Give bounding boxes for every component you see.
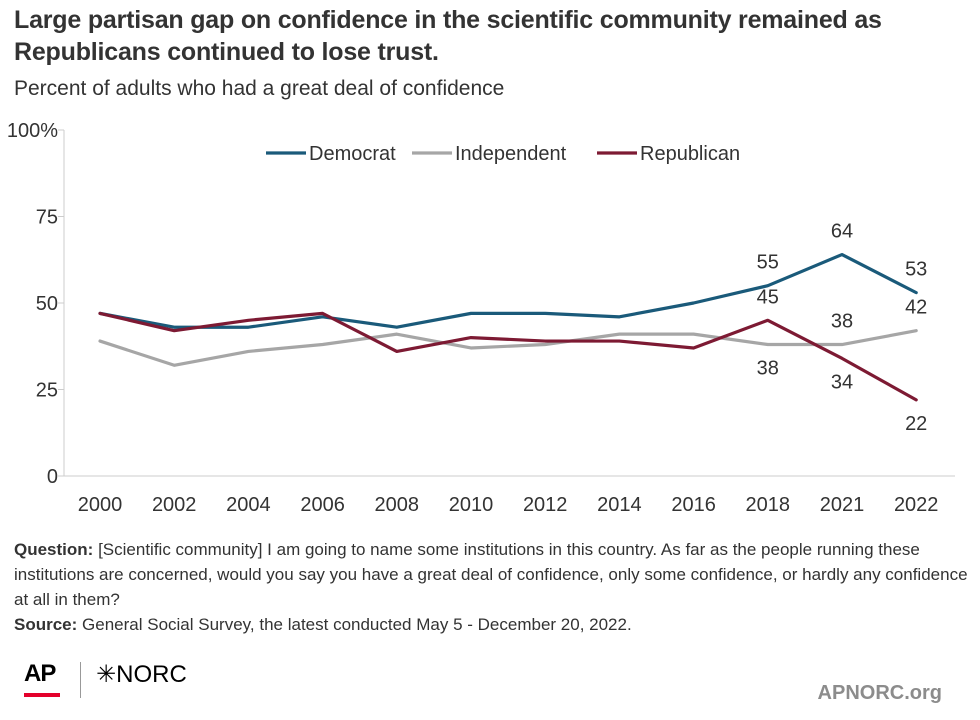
ap-logo-bar — [24, 693, 60, 697]
norc-logo: ✳NORC — [96, 661, 187, 688]
source-note: Source: General Social Survey, the lates… — [14, 612, 969, 637]
question-note: Question: [Scientific community] I am go… — [14, 537, 969, 612]
y-tick-label: 100% — [7, 120, 58, 142]
x-tick-label: 2000 — [78, 494, 123, 516]
x-tick-label: 2012 — [523, 494, 568, 516]
data-label: 38 — [831, 311, 853, 333]
source-label: Source: — [14, 615, 78, 634]
data-label: 34 — [831, 371, 853, 393]
x-tick-label: 2008 — [375, 494, 420, 516]
y-tick-label: 50 — [36, 293, 58, 315]
x-tick-label: 2021 — [820, 494, 865, 516]
x-tick-label: 2004 — [226, 494, 271, 516]
chart-notes: Question: [Scientific community] I am go… — [14, 537, 969, 637]
data-label: 45 — [757, 286, 779, 308]
source-text: General Social Survey, the latest conduc… — [82, 615, 632, 634]
data-label: 42 — [905, 297, 927, 319]
x-tick-label: 2022 — [894, 494, 939, 516]
logo-divider — [80, 662, 81, 698]
site-url: APNORC.org — [817, 682, 942, 704]
x-tick-label: 2014 — [597, 494, 642, 516]
series-line-democrat — [98, 252, 918, 329]
legend-label: Democrat — [309, 143, 396, 165]
data-label: 22 — [905, 413, 927, 435]
y-tick-label: 75 — [36, 207, 58, 229]
data-label: 64 — [831, 221, 853, 243]
legend-label: Republican — [640, 143, 740, 165]
line-chart: 0 25 50 75 100% 2000 2002 2004 2006 2008 2010 2012 2… — [7, 120, 955, 516]
series-line-republican — [98, 311, 918, 402]
chart-title: Large partisan gap on confidence in the … — [14, 6, 882, 66]
data-label: 55 — [757, 252, 779, 274]
data-label: 53 — [905, 259, 927, 281]
legend-label: Independent — [455, 143, 567, 165]
question-label: Question: — [14, 540, 94, 559]
x-tick-label: 2002 — [152, 494, 197, 516]
y-tick-label: 25 — [36, 380, 58, 402]
ap-logo: AP — [24, 660, 56, 687]
series-line-independent — [98, 329, 918, 367]
x-tick-label: 2006 — [300, 494, 345, 516]
x-tick-label: 2018 — [746, 494, 791, 516]
question-text: [Scientific community] I am going to nam… — [14, 540, 968, 609]
x-tick-label: 2016 — [671, 494, 716, 516]
y-tick-label: 0 — [47, 466, 58, 488]
data-label: 38 — [757, 358, 779, 380]
chart-subtitle: Percent of adults who had a great deal o… — [14, 77, 505, 100]
x-tick-label: 2010 — [449, 494, 494, 516]
